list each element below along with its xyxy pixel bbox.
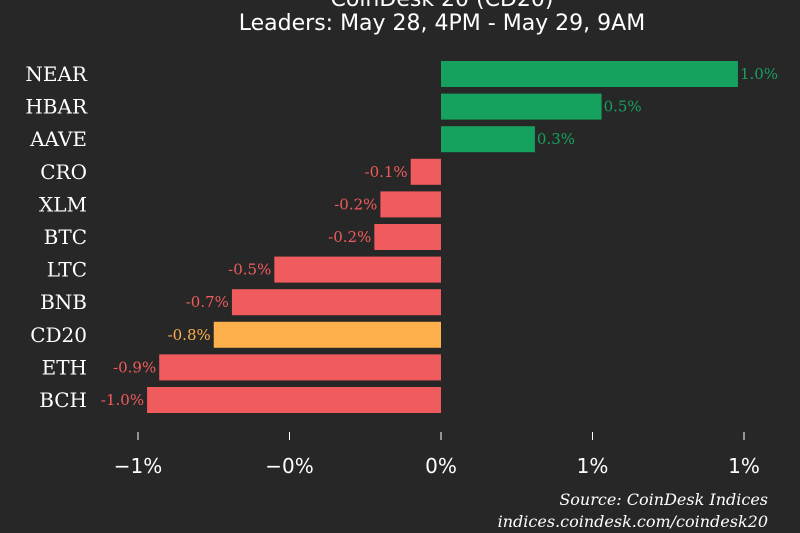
bar-hbar bbox=[441, 93, 602, 120]
category-label: CD20 bbox=[30, 323, 87, 347]
x-tick-label: 1% bbox=[577, 454, 609, 478]
category-label: BCH bbox=[39, 388, 87, 412]
bars-group: NEAR 1.0% HBAR 0.5% AAVE 0.3% CRO -0.1% XLM -0.2%… bbox=[25, 61, 778, 413]
category-label: CRO bbox=[40, 160, 87, 184]
category-label: BNB bbox=[40, 290, 87, 314]
data-label: 0.5% bbox=[604, 98, 642, 116]
bar-ltc bbox=[274, 256, 441, 283]
source-label: Source: CoinDesk Indices bbox=[559, 490, 768, 509]
x-tick-label: −0% bbox=[265, 454, 314, 478]
x-tick-label: 0% bbox=[425, 454, 457, 478]
bar-cd20 bbox=[213, 321, 441, 348]
data-label: 1.0% bbox=[740, 65, 778, 83]
category-label: AAVE bbox=[29, 127, 87, 151]
data-label: -0.5% bbox=[228, 261, 271, 279]
chart-title: CoinDesk 20 (CD20) bbox=[331, 0, 554, 12]
category-label: BTC bbox=[44, 225, 87, 249]
bar-aave bbox=[441, 126, 535, 153]
bar-eth bbox=[159, 354, 441, 381]
data-label: -0.8% bbox=[168, 326, 211, 344]
bar-cro bbox=[410, 158, 441, 185]
category-label: XLM bbox=[39, 192, 87, 216]
category-label: LTC bbox=[47, 258, 87, 282]
x-tick-label: −1% bbox=[114, 454, 163, 478]
bar-bnb bbox=[231, 289, 441, 316]
bar-bch bbox=[147, 387, 441, 413]
data-label: -0.2% bbox=[334, 195, 377, 213]
data-label: -0.9% bbox=[113, 358, 156, 376]
bar-near bbox=[441, 61, 738, 87]
bar-xlm bbox=[380, 191, 441, 218]
bar-btc bbox=[374, 224, 441, 250]
data-label: -1.0% bbox=[101, 391, 144, 409]
source-url: indices.coindesk.com/coindesk20 bbox=[498, 512, 768, 531]
data-label: -0.7% bbox=[186, 293, 229, 311]
data-label: 0.3% bbox=[537, 130, 575, 148]
chart-subtitle: Leaders: May 28, 4PM - May 29, 9AM bbox=[239, 11, 645, 36]
category-label: ETH bbox=[42, 355, 87, 379]
x-tick-label: 1% bbox=[728, 454, 760, 478]
category-label: HBAR bbox=[25, 95, 88, 119]
x-axis: −1% −0% 0% 1% 1% bbox=[114, 432, 760, 478]
data-label: -0.2% bbox=[328, 228, 371, 246]
data-label: -0.1% bbox=[365, 163, 408, 181]
category-label: NEAR bbox=[25, 62, 88, 86]
